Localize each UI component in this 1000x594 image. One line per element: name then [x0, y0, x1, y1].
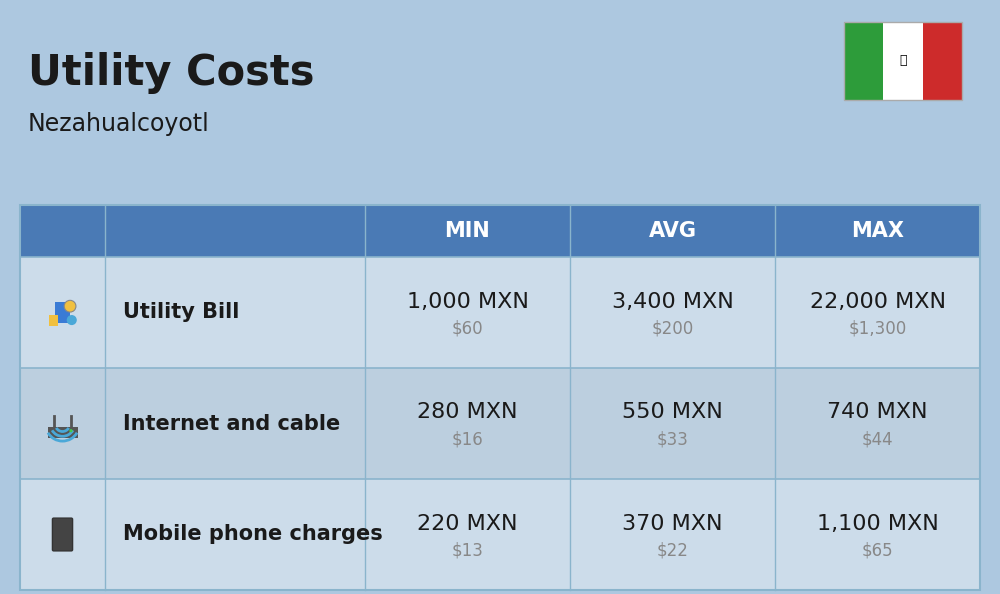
Bar — [923, 22, 962, 100]
Bar — [63, 525, 66, 530]
Circle shape — [64, 301, 76, 312]
Bar — [55, 524, 70, 544]
Text: 550 MXN: 550 MXN — [622, 403, 723, 422]
Text: Mobile phone charges: Mobile phone charges — [123, 525, 383, 545]
Bar — [20, 205, 980, 257]
FancyBboxPatch shape — [52, 518, 73, 551]
Bar — [883, 22, 923, 100]
Text: $60: $60 — [452, 320, 483, 337]
Circle shape — [69, 429, 72, 432]
Bar — [844, 22, 962, 100]
Text: MAX: MAX — [851, 221, 904, 241]
Bar — [67, 525, 69, 530]
Bar — [56, 525, 59, 530]
Bar — [48, 426, 78, 438]
Text: 370 MXN: 370 MXN — [622, 513, 723, 533]
Bar — [55, 302, 70, 323]
Text: 740 MXN: 740 MXN — [827, 403, 928, 422]
Bar — [20, 368, 980, 479]
Text: 1,100 MXN: 1,100 MXN — [817, 513, 938, 533]
Bar — [844, 22, 883, 100]
Bar — [56, 532, 59, 537]
Text: Nezahualcoyotl: Nezahualcoyotl — [28, 112, 210, 136]
Text: $22: $22 — [657, 542, 688, 560]
Text: 280 MXN: 280 MXN — [417, 403, 518, 422]
Bar — [20, 257, 980, 368]
Text: 22,000 MXN: 22,000 MXN — [810, 292, 946, 311]
Bar — [59, 532, 62, 537]
Bar — [63, 532, 66, 537]
Text: 🦅: 🦅 — [899, 55, 907, 68]
Text: Internet and cable: Internet and cable — [123, 413, 340, 434]
Bar — [49, 315, 58, 326]
Text: $200: $200 — [651, 320, 694, 337]
Text: $44: $44 — [862, 431, 893, 448]
Text: $65: $65 — [862, 542, 893, 560]
Text: 3,400 MXN: 3,400 MXN — [612, 292, 733, 311]
Text: $1,300: $1,300 — [848, 320, 907, 337]
Text: 1,000 MXN: 1,000 MXN — [407, 292, 528, 311]
Bar — [20, 205, 980, 590]
Bar — [20, 479, 980, 590]
Circle shape — [67, 315, 77, 325]
Bar — [67, 532, 69, 537]
Text: Utility Bill: Utility Bill — [123, 302, 239, 323]
Text: 220 MXN: 220 MXN — [417, 513, 518, 533]
Text: MIN: MIN — [445, 221, 490, 241]
Text: $16: $16 — [452, 431, 483, 448]
Text: AVG: AVG — [648, 221, 696, 241]
Text: $33: $33 — [657, 431, 688, 448]
Bar — [59, 525, 62, 530]
Text: $13: $13 — [452, 542, 483, 560]
Text: Utility Costs: Utility Costs — [28, 52, 314, 94]
